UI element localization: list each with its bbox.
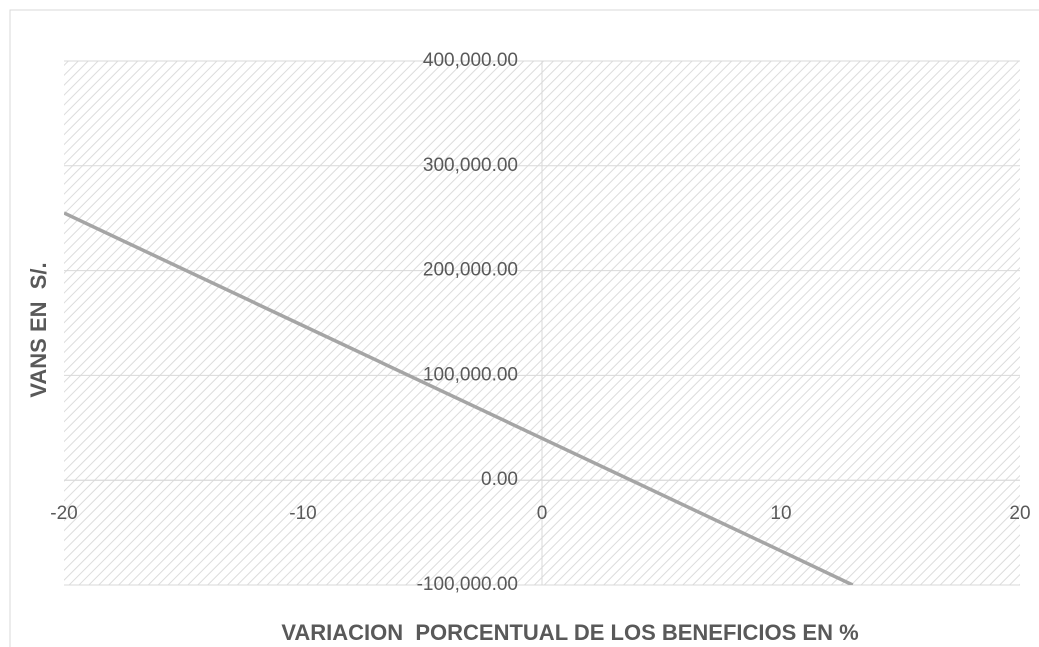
x-tick-label: -10 bbox=[289, 503, 316, 524]
y-tick-label: 300,000.00 bbox=[423, 155, 518, 176]
x-tick-label: 0 bbox=[537, 503, 548, 524]
x-tick-label: 10 bbox=[770, 503, 791, 524]
x-tick-label: 20 bbox=[1009, 503, 1030, 524]
y-tick-label: 100,000.00 bbox=[423, 364, 518, 385]
x-axis-title: VARIACION PORCENTUAL DE LOS BENEFICIOS E… bbox=[281, 620, 858, 645]
data-line bbox=[64, 211, 854, 585]
y-tick-label: 200,000.00 bbox=[423, 260, 518, 281]
y-tick-label: 0.00 bbox=[481, 469, 518, 490]
y-axis-title: VANS EN S/. bbox=[26, 262, 51, 397]
x-tick-label: -20 bbox=[50, 503, 77, 524]
y-tick-label: -100,000.00 bbox=[417, 574, 518, 595]
y-tick-label: 400,000.00 bbox=[423, 50, 518, 71]
